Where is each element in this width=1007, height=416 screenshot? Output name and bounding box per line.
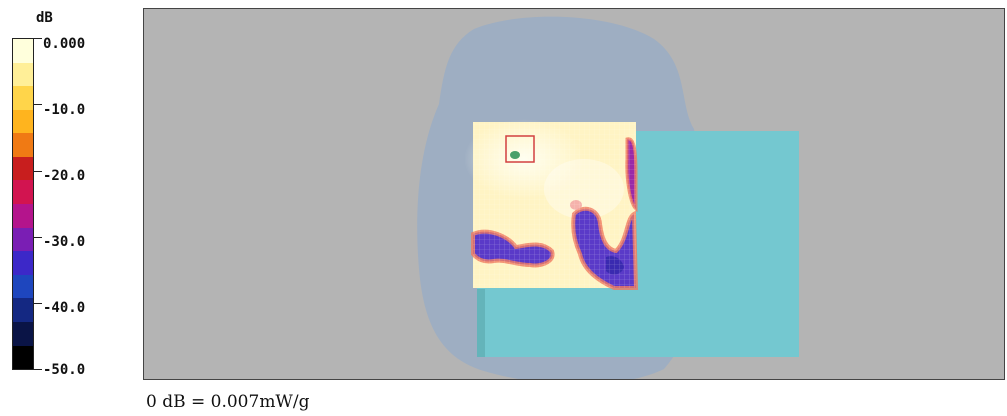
color-legend: dB 0.000 -10.0 -20.0 -30.0 -40.0 -50.0 (0, 0, 140, 390)
colorbar-segment (13, 298, 33, 322)
legend-tick-label: -40.0 (43, 300, 86, 316)
reference-note: 0 dB = 0.007mW/g (146, 392, 310, 412)
legend-tick-label: 0.000 (43, 36, 86, 52)
legend-tick-mark (34, 104, 42, 105)
peak-location-box (505, 135, 535, 163)
colorbar-segment (13, 227, 33, 252)
legend-tick-mark (34, 303, 42, 304)
legend-tick-mark (34, 171, 42, 172)
legend-tick-label: -30.0 (43, 234, 86, 250)
colorbar-segment (13, 133, 33, 157)
legend-tick-mark (34, 38, 42, 39)
scan-grid (473, 122, 636, 288)
colorbar-segment (13, 109, 33, 134)
colorbar-segment (13, 251, 33, 275)
colorbar-segment (13, 204, 33, 228)
colorbar-segment (13, 180, 33, 205)
legend-tick-label: -20.0 (43, 168, 86, 184)
legend-tick-mark (34, 237, 42, 238)
legend-tick-label: -50.0 (43, 362, 86, 378)
legend-tick-label: -10.0 (43, 102, 86, 118)
colorbar-segment (13, 62, 33, 87)
sar-scan-canvas (417, 16, 799, 379)
sar-distribution-map (464, 119, 639, 290)
colorbar (12, 38, 34, 370)
colorbar-segment (13, 274, 33, 299)
colorbar-segment (13, 321, 33, 346)
colorbar-segment (13, 86, 33, 110)
legend-unit-label: dB (36, 10, 53, 26)
sar-scan-plot (143, 8, 1005, 380)
device-edge-shadow (477, 289, 485, 357)
colorbar-segment (13, 156, 33, 181)
legend-tick-mark (34, 369, 42, 370)
peak-point (510, 151, 520, 159)
colorbar-segment (13, 39, 33, 63)
colorbar-segment (13, 345, 33, 370)
